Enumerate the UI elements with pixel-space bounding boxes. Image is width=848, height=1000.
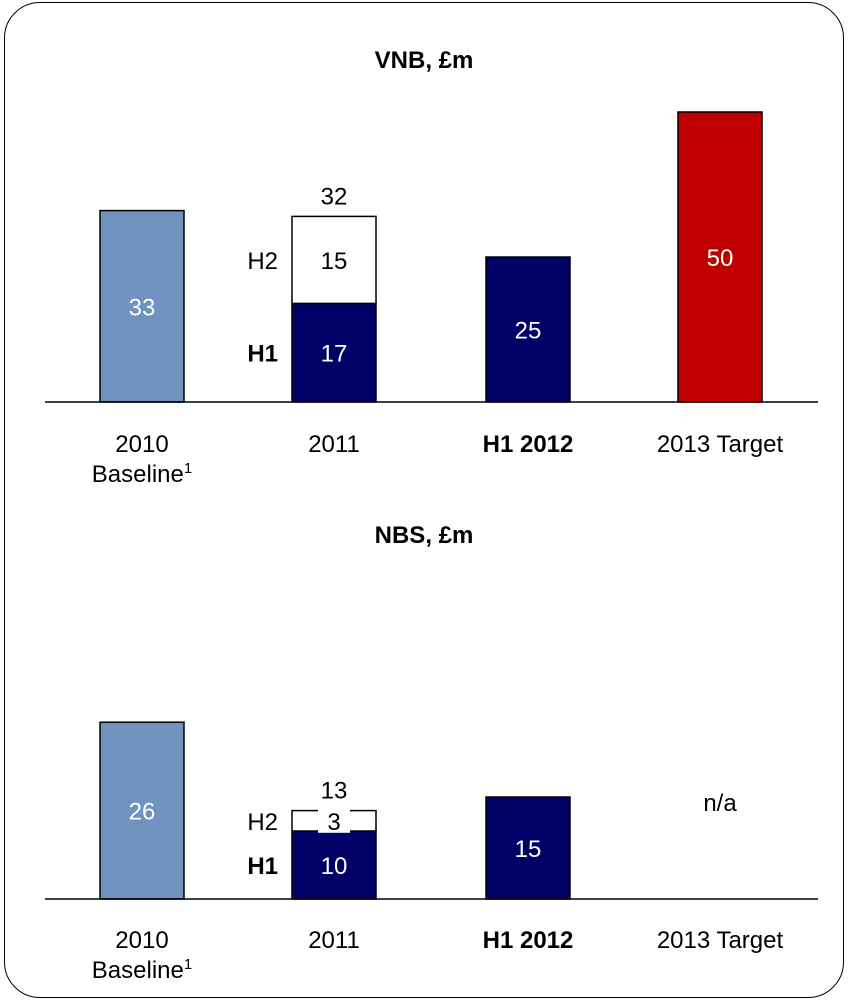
chart2-series-label-h1: H1 <box>247 853 278 880</box>
chart1-category-label-1: Baseline1 <box>92 460 192 488</box>
chart1-bar-3 <box>485 256 571 403</box>
chart1-bar-1-label: 33 <box>129 294 156 321</box>
chart2-bar-4-label: n/a <box>703 790 737 817</box>
chart1-bar-total-label: 32 <box>321 183 348 210</box>
chart1-series-label-h1: H1 <box>247 341 278 368</box>
chart2-bar-3 <box>485 796 571 900</box>
chart1-category-label-4: 2013 Target <box>657 431 784 458</box>
chart1-category-label-1: 2010 <box>115 431 168 458</box>
chart2-category-label-4: 2013 Target <box>657 927 784 954</box>
chart2-bar-h2-label: 3 <box>327 809 340 836</box>
chart2-bar-h1-label: 10 <box>321 853 348 880</box>
chart1-series-label-h2: H2 <box>247 248 278 275</box>
chart2-bar-h2-label-bg <box>318 808 350 833</box>
chart2-bar-total-label: 13 <box>321 778 348 805</box>
chart-frame <box>4 2 844 998</box>
chart2-category-label-3: H1 2012 <box>483 927 574 954</box>
chart1-bar-h1-label: 17 <box>321 341 348 368</box>
chart1-category-label-2: 2011 <box>308 431 360 458</box>
chart1-bar-h1 <box>291 302 377 403</box>
chart2-bar-3-label: 15 <box>515 836 542 863</box>
chart2-category-label-1: Baseline1 <box>92 956 192 984</box>
chart2-bar-1 <box>99 721 185 900</box>
chart2-bar-h1 <box>291 830 377 900</box>
chart1-bar-4-label: 50 <box>707 245 734 272</box>
chart1-category-superscript: 1 <box>184 460 192 477</box>
chart2-bar-1-label: 26 <box>129 799 156 826</box>
chart1-category-label-3: H1 2012 <box>483 431 574 458</box>
chart1-title: VNB, £m <box>375 47 474 74</box>
chart1-bar-3-label: 25 <box>515 318 542 345</box>
chart1-bar-h2-label: 15 <box>321 248 348 275</box>
chart2-title: NBS, £m <box>375 522 474 549</box>
chart2-category-label-2: 2011 <box>308 927 360 954</box>
chart2-category-label-1: 2010 <box>115 927 168 954</box>
chart1-bar-h2 <box>291 215 377 305</box>
chart2-category-superscript: 1 <box>184 956 192 973</box>
chart2-series-label-h2: H2 <box>247 809 278 836</box>
